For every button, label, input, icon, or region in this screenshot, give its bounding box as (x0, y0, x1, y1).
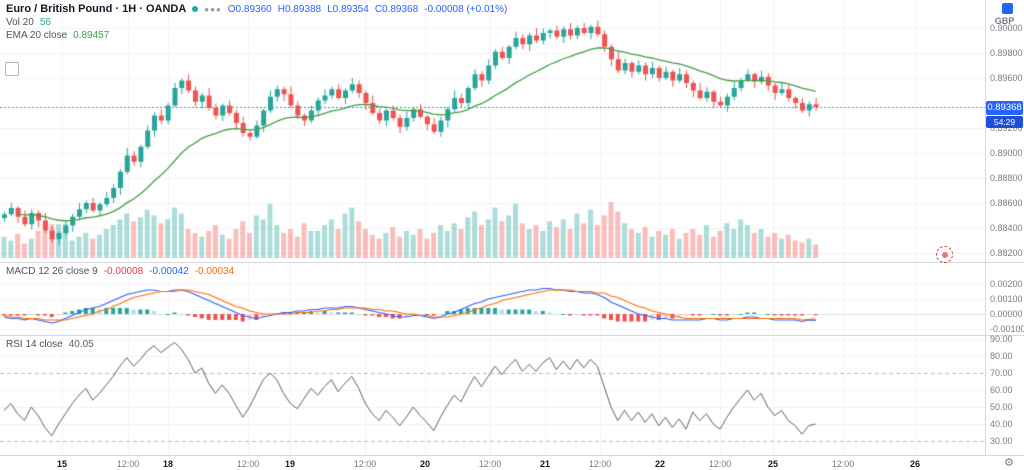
ema-value: 0.89457 (73, 30, 110, 41)
time-axis-day-label: 15 (56, 459, 68, 469)
bar-countdown-badge: 54:29 (986, 115, 1023, 128)
currency-flag-icon (1002, 3, 1013, 14)
pane-control-button[interactable] (5, 62, 19, 76)
rsi-axis-label: 50.00 (990, 402, 1013, 412)
price-axis-label: 0.89800 (990, 48, 1023, 58)
ohlc-close: C0.89368 (374, 3, 419, 15)
time-axis-label: 12:00 (236, 459, 260, 469)
ohlc-change: -0.00008 (+0.01%) (424, 3, 508, 15)
price-pane-canvas[interactable] (0, 0, 985, 262)
pane-separator-rsi[interactable] (0, 335, 1024, 336)
legend-rsi[interactable]: RSI 14 close 40.05 (6, 339, 94, 350)
time-axis-label: 12:00 (116, 459, 140, 469)
currency-label: GBP (994, 16, 1015, 26)
time-axis[interactable] (0, 455, 1024, 470)
broker-logo-icon[interactable] (936, 246, 953, 263)
macd-axis-label: 0.00100 (990, 294, 1023, 304)
price-axis-label: 0.89200 (990, 123, 1023, 133)
price-axis-label: 0.88200 (990, 248, 1023, 258)
ema-label: EMA 20 close (6, 30, 68, 41)
rsi-axis-label: 90.00 (990, 334, 1013, 344)
time-axis-label: 12:00 (478, 459, 502, 469)
time-axis-label: 12:00 (831, 459, 855, 469)
legend-more-icon[interactable]: ●●● (204, 4, 222, 14)
time-axis-label: 12:00 (708, 459, 732, 469)
legend-macd[interactable]: MACD 12 26 close 9 -0.00008 -0.00042 -0.… (6, 266, 234, 277)
volume-label: Vol 20 (6, 17, 34, 28)
pane-separator-macd[interactable] (0, 262, 1024, 263)
ohlc-open: O0.89360 (227, 3, 272, 15)
volume-value: 56 (39, 17, 51, 28)
last-price-badge: 0.89368 (986, 100, 1023, 115)
time-axis-day-label: 20 (419, 459, 431, 469)
macd-hist-value: -0.00008 (103, 266, 144, 277)
price-axis-label: 0.89000 (990, 148, 1023, 158)
symbol-title[interactable]: Euro / British Pound · 1H · OANDA (6, 3, 187, 15)
time-axis-border (0, 455, 1024, 456)
time-axis-day-label: 26 (909, 459, 921, 469)
time-axis-day-label: 25 (767, 459, 779, 469)
price-axis-label: 0.88600 (990, 198, 1023, 208)
price-axis-label: 0.89600 (990, 73, 1023, 83)
price-axis-border (985, 0, 986, 455)
time-axis-day-label: 22 (654, 459, 666, 469)
price-axis-label: 0.90000 (990, 23, 1023, 33)
rsi-pane-canvas[interactable] (0, 335, 985, 455)
rsi-value: 40.05 (68, 339, 94, 350)
time-axis-day-label: 19 (284, 459, 296, 469)
rsi-axis-label: 40.00 (990, 419, 1013, 429)
market-status-icon (192, 6, 199, 12)
legend-ema[interactable]: EMA 20 close 0.89457 (6, 30, 109, 41)
macd-label: MACD 12 26 close 9 (6, 266, 98, 277)
rsi-axis-label: 80.00 (990, 351, 1013, 361)
ohlc-high: H0.89388 (277, 3, 322, 15)
macd-axis-label: 0.00000 (990, 309, 1023, 319)
ohlc-low: L0.89354 (327, 3, 369, 15)
macd-signal-value: -0.00034 (194, 266, 235, 277)
rsi-axis-label: 30.00 (990, 436, 1013, 446)
legend-price[interactable]: Euro / British Pound · 1H · OANDA ●●● O0… (6, 3, 507, 15)
price-axis-label: 0.88400 (990, 223, 1023, 233)
time-axis-day-label: 21 (539, 459, 551, 469)
time-axis-label: 12:00 (588, 459, 612, 469)
macd-axis-label: -0.00100 (990, 324, 1024, 334)
rsi-label: RSI 14 close (6, 339, 63, 350)
macd-axis-label: 0.00200 (990, 279, 1023, 289)
legend-volume[interactable]: Vol 20 56 (6, 17, 51, 28)
settings-gear-icon[interactable]: ⚙ (1004, 457, 1014, 469)
rsi-axis-label: 60.00 (990, 385, 1013, 395)
time-axis-day-label: 18 (162, 459, 174, 469)
rsi-axis-label: 70.00 (990, 368, 1013, 378)
macd-pane-canvas[interactable] (0, 262, 985, 335)
price-axis-label: 0.88800 (990, 173, 1023, 183)
macd-line-value: -0.00042 (149, 266, 189, 277)
time-axis-label: 12:00 (353, 459, 377, 469)
